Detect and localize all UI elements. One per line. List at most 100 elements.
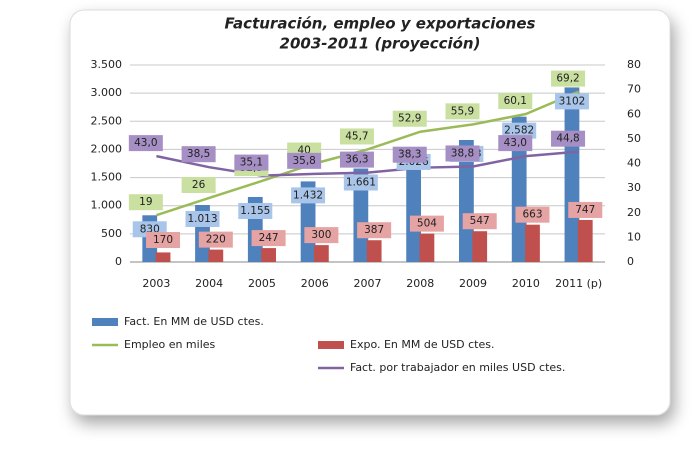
data-label-box — [291, 187, 326, 204]
data-label: 170 — [153, 234, 173, 246]
data-label: 43,0 — [504, 137, 527, 149]
x-tick-label: 2006 — [301, 277, 329, 290]
bar — [208, 249, 224, 262]
data-label: 1.155 — [240, 205, 270, 217]
data-label-box — [234, 154, 269, 171]
data-label-box — [392, 110, 427, 127]
bar — [419, 233, 435, 262]
data-label-box — [409, 215, 444, 232]
legend-label: Empleo en miles — [124, 338, 216, 351]
data-label-box — [128, 135, 163, 152]
y2-tick-label: 10 — [627, 230, 641, 243]
bar — [472, 231, 488, 262]
bar — [353, 168, 369, 262]
chart-title: Facturación, empleo y exportaciones — [225, 15, 536, 33]
data-label: 38,8 — [451, 147, 474, 159]
y-tick-label: 2.500 — [91, 114, 123, 127]
bar — [155, 252, 171, 262]
data-label: 55,9 — [451, 105, 474, 117]
y-tick-label: 0 — [115, 255, 122, 268]
x-tick-label: 2010 — [512, 277, 540, 290]
bar — [525, 224, 540, 262]
bar — [313, 245, 329, 262]
bar — [459, 139, 474, 262]
data-label: 247 — [259, 232, 279, 244]
data-label-box — [181, 146, 216, 163]
y2-tick-label: 70 — [627, 83, 641, 96]
data-label: 35,1 — [240, 157, 263, 169]
bar — [564, 87, 580, 263]
data-label: 547 — [470, 215, 490, 227]
legend-label: Expo. En MM de USD ctes. — [350, 338, 494, 351]
y2-tick-label: 30 — [627, 181, 641, 194]
data-label-box — [181, 176, 216, 193]
data-label: 663 — [522, 209, 542, 221]
x-tick-label: 2004 — [195, 277, 223, 290]
data-label: 747 — [575, 204, 595, 216]
y-tick-label: 3.500 — [91, 58, 123, 71]
data-label: 3102 — [559, 95, 586, 107]
chart-card — [69, 9, 671, 416]
data-label-box — [554, 93, 589, 110]
y2-tick-label: 0 — [627, 255, 634, 268]
data-label-box — [568, 201, 603, 218]
bar — [366, 240, 382, 262]
data-label-box — [198, 231, 233, 248]
data-label-box — [392, 146, 427, 163]
data-label: 52,9 — [398, 113, 421, 125]
data-label-box — [445, 103, 480, 120]
y2-tick-label: 80 — [627, 58, 641, 71]
data-label-box — [287, 152, 322, 169]
data-label: 45,7 — [345, 130, 368, 142]
x-tick-label: 2007 — [354, 277, 382, 290]
data-label-box — [551, 130, 586, 147]
data-label-box — [357, 222, 392, 239]
line — [156, 90, 580, 217]
line — [156, 150, 579, 177]
x-tick-label: 2005 — [248, 277, 276, 290]
data-label: 26 — [192, 179, 206, 191]
x-tick-label: 2011 (p) — [555, 277, 602, 290]
bar — [511, 116, 527, 262]
bar — [577, 219, 593, 262]
data-label-box — [502, 122, 537, 139]
y2-tick-label: 40 — [627, 157, 641, 170]
data-label-box — [128, 194, 163, 211]
data-label-box — [251, 230, 286, 247]
data-label: 220 — [206, 234, 226, 246]
data-label-box — [462, 213, 497, 230]
data-label-box — [445, 145, 480, 162]
y-tick-label: 500 — [101, 227, 122, 240]
y2-tick-label: 50 — [627, 132, 641, 145]
data-label: 38,5 — [187, 148, 210, 160]
data-label: 1.013 — [187, 213, 217, 225]
data-label: 1.661 — [346, 177, 376, 189]
data-label: 504 — [417, 218, 437, 230]
y2-tick-label: 60 — [627, 107, 641, 120]
data-label: 36,3 — [345, 154, 368, 166]
data-label: 38,3 — [398, 149, 421, 161]
legend-label: Fact. por trabajador en miles USD ctes. — [350, 361, 565, 374]
legend-swatch — [318, 341, 344, 349]
bar — [261, 248, 276, 262]
data-label: 69,2 — [556, 73, 579, 85]
data-label: 387 — [364, 224, 384, 236]
legend-swatch — [92, 318, 118, 326]
y-tick-label: 3.000 — [91, 86, 123, 99]
y-tick-label: 1.500 — [91, 171, 123, 184]
data-label-box — [498, 93, 533, 110]
data-label: 300 — [311, 229, 331, 241]
x-tick-label: 2003 — [142, 277, 170, 290]
y-tick-label: 1.000 — [91, 199, 123, 212]
data-label-box — [343, 174, 378, 191]
data-label: 19 — [139, 196, 152, 208]
x-tick-label: 2008 — [406, 277, 434, 290]
data-label-box — [304, 227, 339, 244]
data-label: 35,8 — [292, 155, 315, 167]
data-label: 1.432 — [293, 189, 323, 201]
chart-subtitle: 2003-2011 (proyección) — [280, 35, 481, 53]
data-label-box — [498, 135, 533, 152]
data-label-box — [339, 151, 374, 168]
